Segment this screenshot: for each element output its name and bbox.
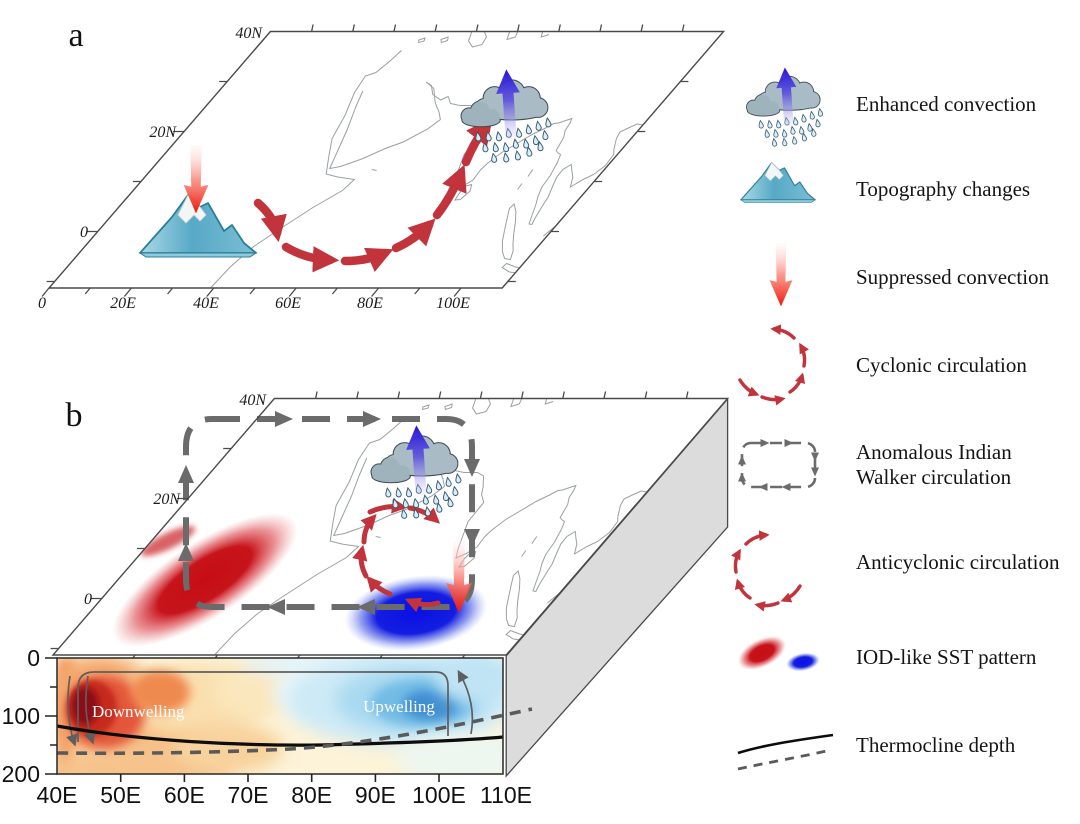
section-axis-ticks (45, 657, 440, 782)
legend-anticyclonic-icon (731, 530, 802, 612)
lon-tick-label: 100E (412, 782, 466, 808)
walker-circulation (178, 411, 480, 615)
legend-label-topography: Topography changes (856, 177, 1030, 201)
lat-tick-label: 20N (149, 124, 177, 141)
legend-label-iod: IOD-like SST pattern (856, 645, 1037, 669)
legend-iod-icon (737, 636, 820, 672)
lon-tick-label: 60E (164, 782, 205, 808)
legend: Enhanced convection Topography changes S… (731, 67, 1060, 771)
lon-tick-label: 20E (110, 295, 136, 312)
panel-a-map-border (47, 30, 726, 289)
legend-cyclonic-icon (738, 324, 809, 406)
legend-label-enhanced-convection: Enhanced convection (856, 92, 1037, 116)
panel-a: a 40N 20N 0 0 20E 40E 60E 80E 100E (38, 17, 726, 312)
lat-tick-label: 0 (84, 591, 92, 608)
box-side-face (505, 397, 729, 778)
panel-b-letter: b (66, 397, 83, 434)
cyclonic-circulation-arrows (352, 498, 441, 613)
legend-suppressed-convection-icon (769, 243, 793, 307)
legend-label-suppressed-convection: Suppressed convection (856, 265, 1050, 289)
lon-tick-label: 90E (355, 782, 396, 808)
depth-tick-label: 200 (2, 761, 40, 787)
legend-label-thermocline: Thermocline depth (856, 733, 1016, 757)
lat-tick-label: 40N (235, 25, 263, 42)
thermocline-dashed-line (56, 707, 533, 756)
legend-enhanced-convection-icon (747, 67, 827, 150)
panel-b-map-border (51, 397, 730, 656)
lon-tick-label: 70E (228, 782, 269, 808)
section-depth-axis: 0 100 200 (2, 645, 40, 787)
panel-a-lat-axis: 40N 20N 0 (80, 25, 263, 241)
lon-tick-label: 40E (193, 295, 219, 312)
lon-tick-label: 80E (291, 782, 332, 808)
lon-tick-label: 110E (480, 782, 532, 808)
panel-a-ticks (41, 24, 689, 297)
lon-tick-label: 50E (100, 782, 141, 808)
lon-tick-label: 40E (37, 782, 78, 808)
lat-tick-label: 0 (80, 224, 88, 241)
downwelling-label: Downwelling (92, 702, 185, 721)
lon-tick-label: 80E (357, 295, 383, 312)
warm-sst-blob (112, 513, 298, 647)
warm-sst-streak (140, 526, 196, 556)
lon-tick-label: 0 (38, 295, 46, 312)
panel-a-letter: a (68, 17, 83, 54)
panel-b: b 40N 20N 0 (2, 391, 730, 808)
lat-tick-label: 20N (153, 491, 181, 508)
depth-tick-label: 0 (27, 645, 40, 671)
upwelling-label: Upwelling (363, 697, 435, 716)
legend-thermocline-icon (737, 733, 834, 771)
lon-tick-label: 100E (436, 295, 470, 312)
section-circulation (66, 669, 474, 747)
section-lon-axis: 40E 50E 60E 70E 80E 90E 100E 110E (37, 782, 532, 808)
legend-label-walker-line1: Anomalous Indian (856, 440, 1012, 464)
moisture-transport-arrows (253, 117, 493, 273)
section-contours (57, 658, 503, 774)
depth-section: Downwelling Upwelling 0 100 200 40E 50E … (2, 645, 533, 808)
lat-tick-label: 40N (239, 392, 267, 409)
panel-a-lon-axis: 0 20E 40E 60E 80E 100E (38, 295, 470, 312)
panel-b-lat-axis: 40N 20N 0 (84, 392, 267, 608)
legend-label-cyclonic: Cyclonic circulation (856, 353, 1027, 377)
lon-tick-label: 60E (275, 295, 301, 312)
legend-topography-icon (740, 162, 816, 203)
legend-label-anticyclonic: Anticyclonic circulation (856, 550, 1060, 574)
legend-label-walker-line2: Walker circulation (856, 465, 1012, 489)
thermocline-solid-line (56, 724, 504, 747)
legend-walker-icon (738, 439, 819, 491)
depth-tick-label: 100 (2, 703, 40, 729)
